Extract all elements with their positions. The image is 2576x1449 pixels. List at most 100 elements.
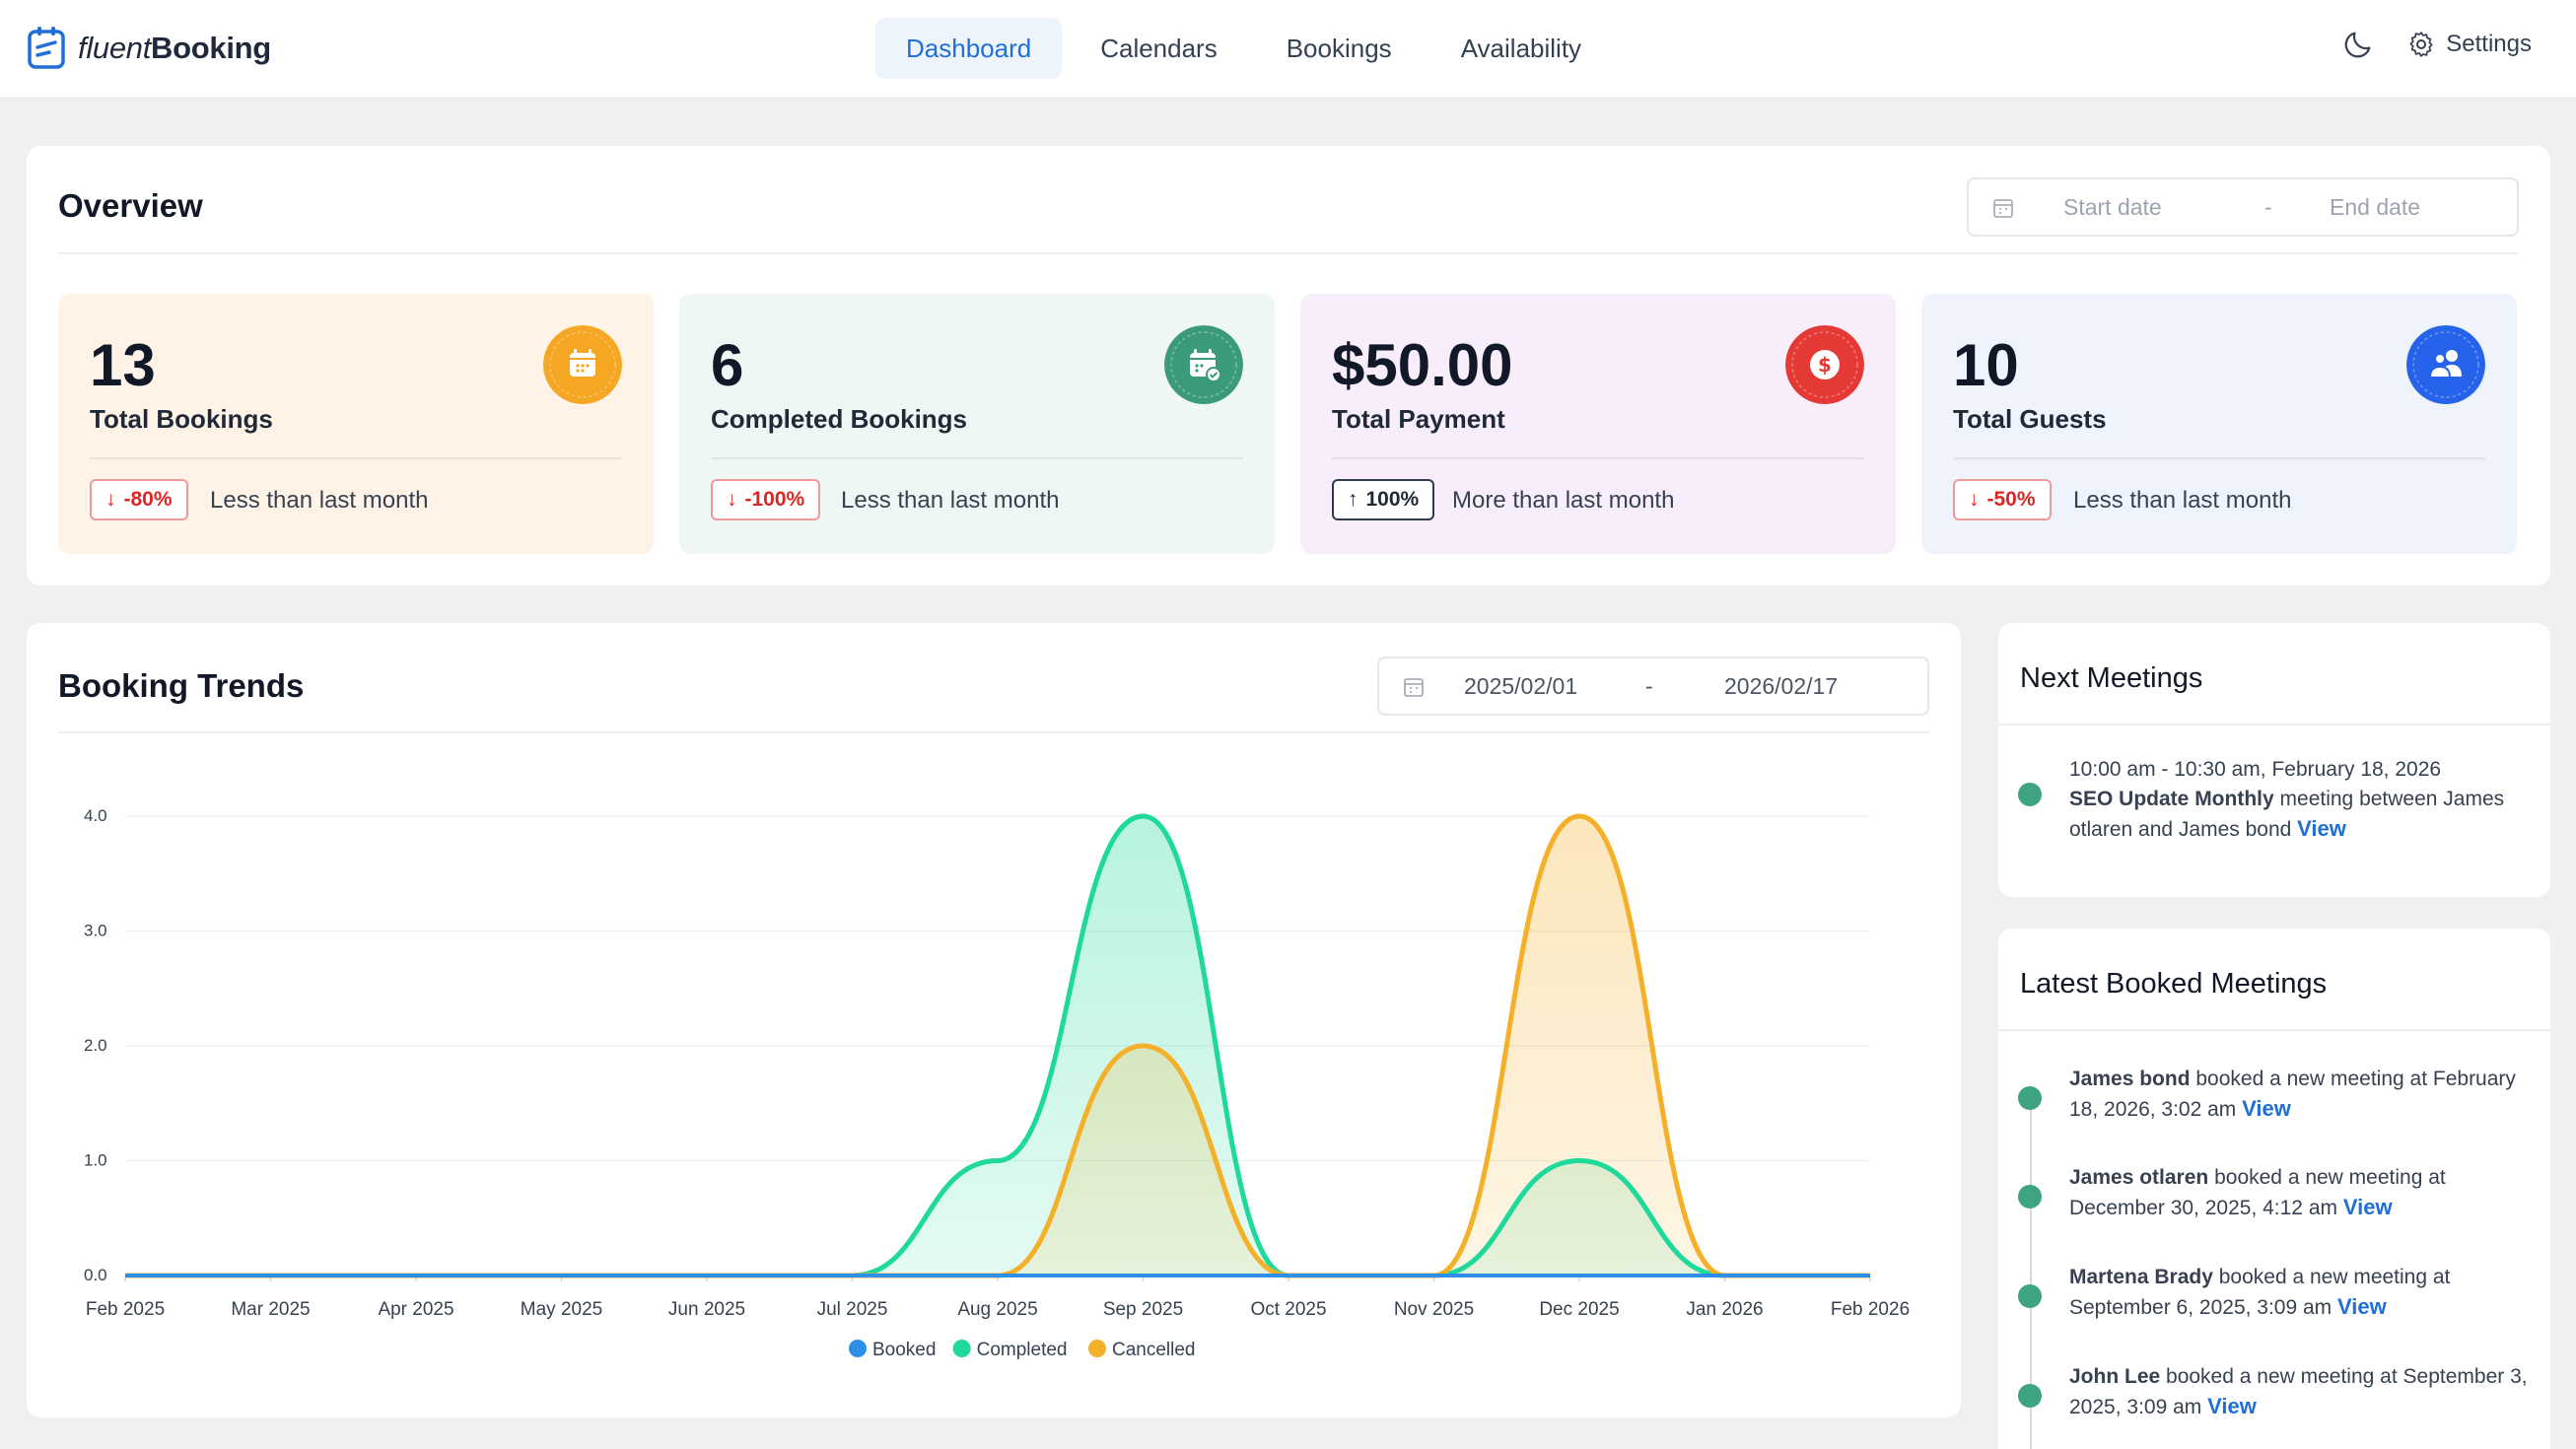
- stat-label: Total Bookings: [90, 404, 273, 434]
- top-navigation-bar: fluentBooking Dashboard Calendars Bookin…: [0, 0, 2576, 99]
- nav-bookings[interactable]: Bookings: [1286, 33, 1392, 63]
- meeting-time: 10:00 am - 10:30 am, February 18, 2026: [2069, 758, 2442, 781]
- nav-calendars[interactable]: Calendars: [1100, 33, 1218, 63]
- date-separator: -: [2264, 193, 2272, 220]
- stat-label: Completed Bookings: [711, 404, 968, 434]
- calendar-icon: [1404, 678, 1424, 697]
- overview-title: Overview: [58, 187, 203, 224]
- stat-change-badge: ↓ -80%: [90, 479, 188, 520]
- booking-trends-card: Booking Trends 2025/02/01 - 2026/02/17 0…: [27, 623, 1961, 1417]
- x-tick-label: Feb 2025: [86, 1299, 165, 1320]
- y-tick-label: 1.0: [84, 1151, 107, 1170]
- next-meeting-item: 10:00 am - 10:30 am, February 18, 2026 S…: [2069, 755, 2533, 845]
- trends-divider: [58, 731, 1929, 733]
- timeline-dot: [2018, 1384, 2042, 1408]
- dark-mode-toggle-icon[interactable]: [2341, 28, 2375, 61]
- legend-marker-booked: [849, 1340, 867, 1357]
- legend-label-completed: Completed: [977, 1340, 1068, 1360]
- x-tick-label: Oct 2025: [1250, 1299, 1326, 1320]
- latest-meeting-item: James otlaren booked a new meeting at De…: [2069, 1166, 2446, 1219]
- stat-change-note: Less than last month: [210, 487, 429, 514]
- x-tick-label: Aug 2025: [957, 1299, 1037, 1320]
- view-meeting-link[interactable]: View: [2297, 816, 2346, 841]
- stat-value: $50.00: [1332, 332, 1513, 398]
- x-tick-label: Mar 2025: [231, 1299, 310, 1320]
- legend-label-booked: Booked: [872, 1340, 936, 1360]
- stat-change-note: Less than last month: [841, 487, 1060, 514]
- latest-meetings-title: Latest Booked Meetings: [2020, 968, 2328, 1000]
- stat-separator: [90, 457, 622, 459]
- nav-dashboard[interactable]: Dashboard: [875, 18, 1063, 79]
- logo-text: fluentBooking: [78, 31, 271, 65]
- timeline-dot: [2018, 783, 2042, 806]
- x-tick-label: Jul 2025: [817, 1299, 888, 1320]
- users-icon: [2406, 325, 2485, 404]
- view-meeting-link[interactable]: View: [2242, 1096, 2291, 1121]
- x-tick-label: Jan 2026: [1686, 1299, 1763, 1320]
- calendar-check-icon: [1164, 325, 1243, 404]
- trends-start-date-input[interactable]: 2025/02/01: [1464, 672, 1578, 699]
- booking-trends-title: Booking Trends: [58, 667, 305, 704]
- legend-marker-completed: [952, 1340, 971, 1357]
- stat-separator: [1953, 457, 2485, 459]
- timeline-dot: [2018, 1185, 2042, 1208]
- booking-trends-chart: 0.0 1.0 2.0 3.0 4.0 Feb 2025 Mar 2025 Apr 2025 M…: [84, 806, 1910, 1360]
- stat-change-note: Less than last month: [2073, 487, 2292, 514]
- trends-end-date-input[interactable]: 2026/02/17: [1724, 672, 1839, 699]
- timeline-dot: [2018, 1284, 2042, 1308]
- x-tick-label: Sep 2025: [1103, 1299, 1183, 1320]
- arrow-down-icon: ↓: [105, 488, 116, 511]
- stat-change-badge: ↓ -50%: [1953, 479, 2052, 520]
- stat-value: 6: [711, 332, 744, 398]
- view-meeting-link[interactable]: View: [2342, 1195, 2393, 1219]
- legend-label-cancelled: Cancelled: [1112, 1340, 1196, 1360]
- view-meeting-link[interactable]: View: [2207, 1394, 2257, 1418]
- top-right-actions: Settings: [2341, 28, 2532, 61]
- stat-change-note: More than last month: [1452, 487, 1675, 514]
- trends-date-range-picker[interactable]: 2025/02/01 - 2026/02/17: [1377, 656, 1929, 716]
- overview-card: Overview Start date - End date 13 Total …: [27, 146, 2550, 586]
- end-date-input[interactable]: End date: [2330, 193, 2421, 220]
- stat-separator: [1332, 457, 1864, 459]
- latest-meeting-item: Martena Brady booked a new meeting at Se…: [2069, 1266, 2451, 1319]
- stat-label: Total Guests: [1953, 404, 2107, 434]
- y-tick-label: 4.0: [84, 806, 107, 825]
- logo[interactable]: fluentBooking: [27, 26, 271, 71]
- meeting-description: SEO Update Monthly meeting between James…: [2069, 788, 2505, 841]
- stat-value: 13: [90, 332, 156, 398]
- x-tick-label: Apr 2025: [378, 1299, 453, 1320]
- start-date-input[interactable]: Start date: [2063, 193, 2162, 220]
- y-tick-label: 2.0: [84, 1036, 107, 1055]
- arrow-up-icon: ↑: [1348, 488, 1358, 511]
- panel-divider: [1998, 1029, 2550, 1031]
- svg-text:$: $: [1818, 353, 1832, 377]
- overview-divider: [58, 252, 2519, 254]
- stat-card-total-payment: $50.00 Total Payment $ ↑ 100% More than l…: [1300, 294, 1896, 554]
- next-meetings-title: Next Meetings: [2020, 662, 2203, 694]
- series-area-completed: [125, 816, 1870, 1276]
- latest-meeting-item: James bond booked a new meeting at Febru…: [2069, 1068, 2516, 1121]
- latest-booked-meetings-card: Latest Booked Meetings James bond booked…: [1998, 929, 2550, 1449]
- main-nav: Dashboard Calendars Bookings Availabilit…: [875, 18, 1612, 79]
- timeline-dot: [2018, 1086, 2042, 1110]
- timeline-line: [2030, 1098, 2032, 1449]
- x-tick-label: Jun 2025: [668, 1299, 745, 1320]
- next-meetings-card: Next Meetings 10:00 am - 10:30 am, Febru…: [1998, 623, 2550, 897]
- y-tick-label: 0.0: [84, 1266, 107, 1284]
- nav-availability[interactable]: Availability: [1460, 33, 1582, 63]
- x-tick-label: Dec 2025: [1539, 1299, 1619, 1320]
- y-tick-label: 3.0: [84, 922, 107, 940]
- gear-icon: [2409, 32, 2433, 57]
- settings-button[interactable]: Settings: [2406, 30, 2532, 59]
- overview-date-range-picker[interactable]: Start date - End date: [1967, 177, 2519, 237]
- x-tick-label: Nov 2025: [1394, 1299, 1474, 1320]
- stat-value: 10: [1953, 332, 2019, 398]
- series-area-cancelled: [125, 816, 1870, 1276]
- stat-card-completed-bookings: 6 Completed Bookings ↓ -100% Less than la…: [679, 294, 1275, 554]
- view-meeting-link[interactable]: View: [2337, 1294, 2387, 1319]
- stat-change-badge: ↓ -100%: [711, 479, 821, 520]
- stat-card-total-guests: 10 Total Guests ↓ -50% Less than last mon…: [1921, 294, 2517, 554]
- calendar-icon: [1993, 199, 2013, 218]
- stat-card-total-bookings: 13 Total Bookings ↓ -80% Less than last m…: [58, 294, 654, 554]
- legend-marker-cancelled: [1088, 1340, 1106, 1357]
